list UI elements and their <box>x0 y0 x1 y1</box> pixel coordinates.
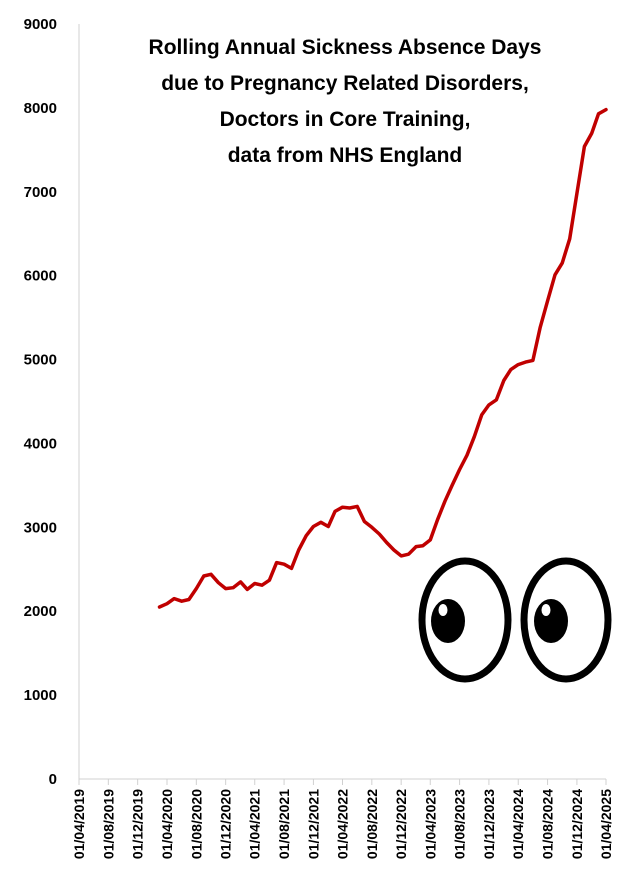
x-tick-label: 01/04/2024 <box>510 789 526 859</box>
x-tick-label: 01/04/2025 <box>598 789 614 859</box>
y-tick-label: 0 <box>49 771 57 788</box>
x-tick-label: 01/12/2021 <box>305 789 321 859</box>
x-tick-label: 01/04/2023 <box>422 789 438 859</box>
x-tick-label: 01/12/2019 <box>130 789 146 859</box>
x-tick-label: 01/08/2021 <box>276 789 292 859</box>
chart-title: Rolling Annual Sickness Absence Days due … <box>149 36 542 167</box>
cartoon-eyes-icon <box>418 557 612 683</box>
y-tick-label: 6000 <box>24 268 57 285</box>
x-tick-label: 01/08/2019 <box>100 789 116 859</box>
y-tick-label: 4000 <box>24 435 57 452</box>
x-tick-label: 01/08/2020 <box>188 789 204 859</box>
series-line <box>157 107 608 609</box>
x-tick-label: 01/04/2019 <box>71 789 87 859</box>
y-tick-label: 3000 <box>24 519 57 536</box>
x-tick-label: 01/12/2020 <box>218 789 234 859</box>
x-tick-label: 01/12/2023 <box>481 789 497 859</box>
x-tick-label: 01/08/2022 <box>364 789 380 859</box>
x-tick-label: 01/04/2022 <box>335 789 351 859</box>
y-tick-label: 1000 <box>24 687 57 704</box>
y-tick-label: 7000 <box>24 184 57 201</box>
y-tick-label: 8000 <box>24 100 57 117</box>
y-axis: 0 1000 2000 3000 4000 5000 6000 7000 8000 9000 <box>24 16 80 788</box>
chart-title-line: due to Pregnancy Related Disorders, <box>161 72 529 95</box>
chart-title-line: Doctors in Core Training, <box>220 108 471 131</box>
x-tick-label: 01/08/2023 <box>452 789 468 859</box>
x-tick-label: 01/04/2020 <box>159 789 175 859</box>
x-tick-label: 01/04/2021 <box>247 789 263 859</box>
y-tick-label: 9000 <box>24 16 57 33</box>
y-tick-label: 2000 <box>24 603 57 620</box>
chart-title-line: data from NHS England <box>228 144 463 167</box>
x-axis: 01/04/2019 01/08/2019 01/12/2019 01/04/2020… <box>71 778 614 859</box>
y-tick-label: 5000 <box>24 352 57 369</box>
x-tick-label: 01/12/2024 <box>569 789 585 859</box>
series-group <box>157 107 608 609</box>
chart-title-line: Rolling Annual Sickness Absence Days <box>149 36 542 59</box>
x-tick-label: 01/08/2024 <box>540 789 556 859</box>
x-tick-label: 01/12/2022 <box>393 789 409 859</box>
